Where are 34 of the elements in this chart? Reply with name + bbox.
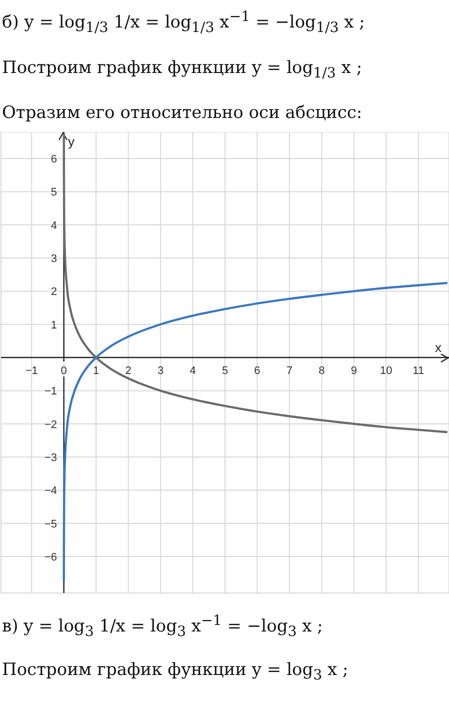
text: Построим график функции y = log$_{3}$ x ;	[2, 659, 350, 686]
y-tick-label: 1	[50, 320, 57, 332]
y-tick-label: −5	[44, 518, 57, 531]
x-tick-label: 5	[222, 365, 228, 378]
y-tick-label: −3	[44, 452, 57, 464]
text: в) y = log$_{3}$ 1/x = log$_{3}$ x$^{−1}$ = −log$_{3}$ x ;	[2, 613, 323, 640]
x-tick-label: 1	[93, 365, 100, 378]
y-tick-label: 5	[50, 187, 57, 200]
chart-title: б) y = log$_{1/3}$ 1/x = log$_{1/3}$ x$^{−1}$ = −log$_{1/3}$ x ;	[2, 9, 365, 36]
x-tick-label: 2	[125, 365, 132, 378]
y-axis-title: y	[68, 134, 75, 150]
y-tick-label: 4	[50, 220, 57, 232]
y-tick-label: −6	[44, 552, 57, 564]
x-tick-label: 7	[286, 365, 293, 378]
line-series	[62, 282, 448, 583]
x-tick-label: 8	[318, 365, 325, 378]
x-tick-label: 9	[350, 365, 357, 378]
x-tick-label: 3	[157, 365, 164, 378]
x-axis-title: x	[435, 340, 442, 356]
y-tick-label: 2	[50, 286, 57, 299]
text: Отразим его относительно оси абсцисс:	[2, 102, 364, 126]
y-tick-label: −2	[44, 419, 57, 432]
x-tick-label: −1	[25, 365, 38, 378]
x-tick-label: 11	[412, 365, 424, 378]
x-tick-label: 0	[60, 365, 67, 378]
x-tick-label: 10	[380, 365, 392, 378]
x-tick-label: 4	[190, 365, 196, 378]
chart-subtitle: Построим график функции y = log$_{1/3}$ x ;	[2, 57, 364, 84]
x-tick-label: 6	[254, 365, 260, 378]
y-tick-label: −4	[44, 486, 57, 498]
y-tick-label: 6	[50, 154, 57, 166]
y-tick-label: −1	[44, 386, 57, 398]
y-tick-label: 3	[50, 253, 57, 266]
line-series	[62, 132, 448, 434]
